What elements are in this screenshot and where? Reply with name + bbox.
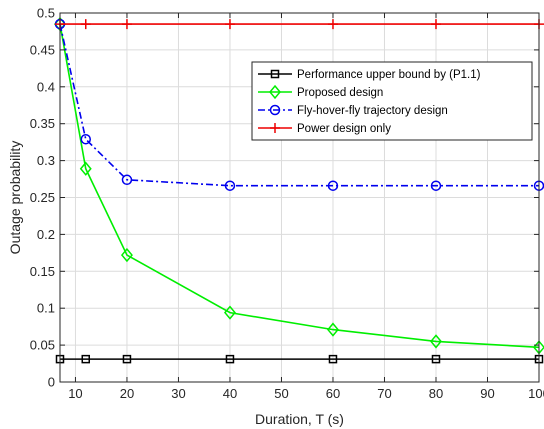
legend-label: Power design only xyxy=(297,123,391,135)
data-point xyxy=(327,19,338,30)
x-tick-label: 20 xyxy=(120,386,134,401)
y-tick-label: 0.1 xyxy=(37,301,55,316)
x-tick-label: 30 xyxy=(171,386,185,401)
y-tick-label: 0.35 xyxy=(30,116,55,131)
y-tick-label: 0.5 xyxy=(37,6,55,21)
data-point xyxy=(430,334,442,349)
y-tick-label: 0.25 xyxy=(30,190,55,205)
data-point xyxy=(223,305,236,320)
y-tick-label: 0.45 xyxy=(30,42,55,57)
data-point xyxy=(122,354,132,364)
data-point xyxy=(430,180,442,191)
legend-item: Power design only xyxy=(258,123,391,135)
legend-label: Performance upper bound by (P1.1) xyxy=(297,69,481,81)
data-point xyxy=(224,180,236,191)
legend-label: Fly-hover-fly trajectory design xyxy=(297,105,448,117)
x-axis-label: Duration, T (s) xyxy=(255,411,344,427)
data-point xyxy=(81,354,91,364)
x-tick-label: 50 xyxy=(274,386,288,401)
series-line xyxy=(59,23,539,187)
data-point xyxy=(120,247,133,263)
axis-ticks: 10 20 30 40 50 60 70 80 90 100 0 0.05 0.1 0.15 0.2 0.25… xyxy=(30,6,544,402)
legend-item: Proposed design xyxy=(258,84,383,100)
data-point xyxy=(430,19,441,30)
series-line xyxy=(59,23,540,349)
data-point xyxy=(224,19,235,30)
data-point xyxy=(225,354,235,364)
legend-box xyxy=(251,61,533,141)
data-point xyxy=(328,354,338,364)
data-point xyxy=(431,354,441,364)
series-4 xyxy=(55,19,544,30)
legend-item: Performance upper bound by (P1.1) xyxy=(258,69,481,81)
x-tick-label: 40 xyxy=(223,386,237,401)
y-tick-label: 0 xyxy=(48,375,55,390)
x-tick-label: 70 xyxy=(377,386,391,401)
series-1 xyxy=(55,354,544,364)
legend-item: Fly-hover-fly trajectory design xyxy=(258,104,448,117)
legend-marker xyxy=(269,84,281,100)
x-tick-label: 100 xyxy=(528,386,544,401)
y-tick-label: 0.2 xyxy=(37,227,55,242)
y-tick-label: 0.3 xyxy=(37,153,55,168)
legend-marker xyxy=(269,104,281,116)
data-point xyxy=(327,180,339,191)
y-tick-label: 0.4 xyxy=(37,79,55,94)
y-axis-label: Outage probability xyxy=(7,141,23,255)
legend-marker xyxy=(270,123,280,133)
legend-marker xyxy=(270,69,280,79)
data-point xyxy=(121,174,133,186)
x-tick-label: 80 xyxy=(429,386,443,401)
x-tick-label: 90 xyxy=(480,386,494,401)
legend: Performance upper bound by (P1.1) Propose… xyxy=(251,61,533,141)
x-tick-label: 10 xyxy=(68,386,82,401)
data-point xyxy=(80,19,91,30)
data-point xyxy=(80,133,92,145)
data-point xyxy=(327,322,339,337)
y-tick-label: 0.05 xyxy=(30,338,55,353)
legend-label: Proposed design xyxy=(297,87,383,99)
data-point xyxy=(79,161,92,176)
x-tick-label: 60 xyxy=(326,386,340,401)
y-tick-label: 0.15 xyxy=(30,264,55,279)
data-point xyxy=(121,19,132,30)
